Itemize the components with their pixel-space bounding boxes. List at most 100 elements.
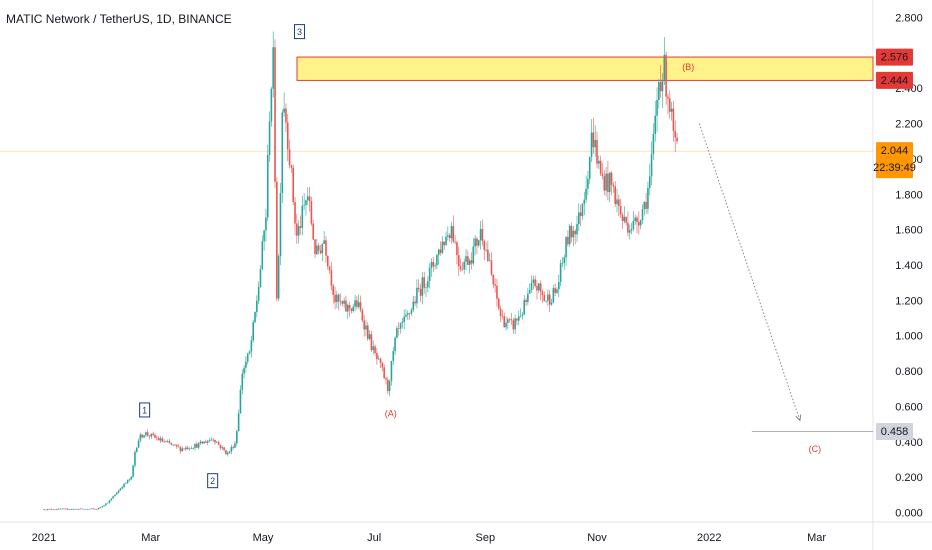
candle-body: [221, 447, 224, 449]
candle-body: [257, 287, 260, 301]
candle-body: [543, 294, 546, 301]
candle-body: [432, 261, 435, 267]
candle-body: [286, 122, 289, 150]
y-tick-label: 1.600: [895, 225, 923, 237]
candle-body: [652, 134, 655, 155]
candle-body: [454, 241, 456, 243]
candle-body: [534, 279, 536, 287]
candle-body: [457, 255, 460, 267]
candle-body: [143, 435, 145, 438]
candle-body: [672, 108, 675, 131]
y-tick-label: 2.800: [895, 12, 923, 24]
candle-body: [570, 225, 573, 238]
candle-body: [68, 509, 71, 511]
candle-body: [352, 306, 355, 312]
candle-body: [126, 480, 129, 483]
y-tick-label: 1.400: [895, 260, 923, 272]
candle-body: [516, 318, 518, 321]
candle-body: [658, 82, 660, 100]
candle-body: [179, 447, 182, 452]
candle-body: [668, 98, 671, 112]
candle-body: [548, 294, 551, 305]
candle-body: [141, 434, 144, 438]
candle-body: [494, 284, 496, 286]
candle-body: [523, 299, 526, 315]
price-tag-value: 2.576: [881, 52, 909, 64]
candle-body: [316, 245, 318, 255]
candle-body: [508, 319, 511, 320]
candle-body: [112, 496, 114, 499]
candle-body: [323, 240, 325, 244]
candle-body: [250, 340, 253, 352]
candle-body: [128, 479, 131, 481]
candle-body: [356, 300, 358, 307]
y-tick-label: 1.800: [895, 189, 923, 201]
candle-body: [441, 241, 444, 253]
candle-body: [630, 228, 633, 231]
wave-label: 1: [142, 405, 147, 415]
candle-body: [437, 249, 440, 256]
candle-body: [55, 509, 58, 511]
candle-body: [552, 288, 555, 303]
candle-body: [645, 201, 647, 209]
candle-body: [186, 447, 189, 449]
candle-body: [408, 313, 411, 314]
candle-body: [377, 358, 380, 360]
candle-body: [519, 315, 522, 317]
candle-body: [190, 448, 193, 450]
candle-body: [90, 508, 93, 510]
candle-body: [639, 220, 642, 226]
candle-body: [670, 108, 673, 112]
candle-body: [208, 440, 211, 442]
candle-body: [259, 269, 262, 288]
candle-body: [488, 260, 491, 261]
candle-body: [272, 47, 275, 89]
candle-body: [605, 173, 607, 191]
candle-body: [510, 319, 513, 321]
candle-body: [326, 255, 329, 267]
projection-arrow-head: [795, 414, 802, 422]
candle-body: [419, 288, 422, 296]
candle-body: [161, 438, 164, 442]
candle-body: [226, 452, 229, 455]
candle-body: [563, 257, 566, 264]
candle-body: [274, 47, 276, 182]
candle-body: [292, 167, 295, 202]
candle-body: [450, 226, 453, 239]
candle-body: [336, 294, 338, 303]
candle-body: [423, 277, 425, 288]
candle-body: [312, 223, 315, 240]
y-tick-label: 0.600: [895, 401, 923, 413]
candle-body: [476, 238, 478, 246]
candle-body: [608, 172, 611, 193]
candle-body: [277, 256, 280, 299]
candle-body: [354, 300, 356, 307]
candle-body: [115, 492, 118, 495]
candle-body: [556, 289, 558, 293]
candle-body: [485, 249, 487, 251]
candle-body: [527, 293, 529, 303]
candle-body: [376, 353, 378, 360]
candle-body: [674, 130, 677, 138]
candle-body: [641, 209, 644, 221]
candle-body: [346, 304, 349, 312]
candle-body: [325, 240, 327, 256]
candle-body: [368, 334, 371, 339]
candle-body: [74, 508, 76, 510]
candle-body: [217, 442, 220, 445]
candle-body: [77, 509, 80, 510]
candle-body: [379, 358, 382, 363]
candle-body: [288, 149, 291, 166]
candle-body: [219, 444, 222, 449]
wave-label: (C): [809, 444, 822, 454]
candle-body: [241, 373, 244, 390]
candle-body: [145, 432, 147, 436]
price-tag: [876, 142, 913, 179]
candle-body: [205, 441, 207, 443]
candle-body: [436, 255, 438, 266]
candle-body: [85, 508, 87, 510]
candle-body: [159, 438, 162, 441]
candle-body: [612, 184, 615, 187]
candles: [43, 31, 678, 511]
